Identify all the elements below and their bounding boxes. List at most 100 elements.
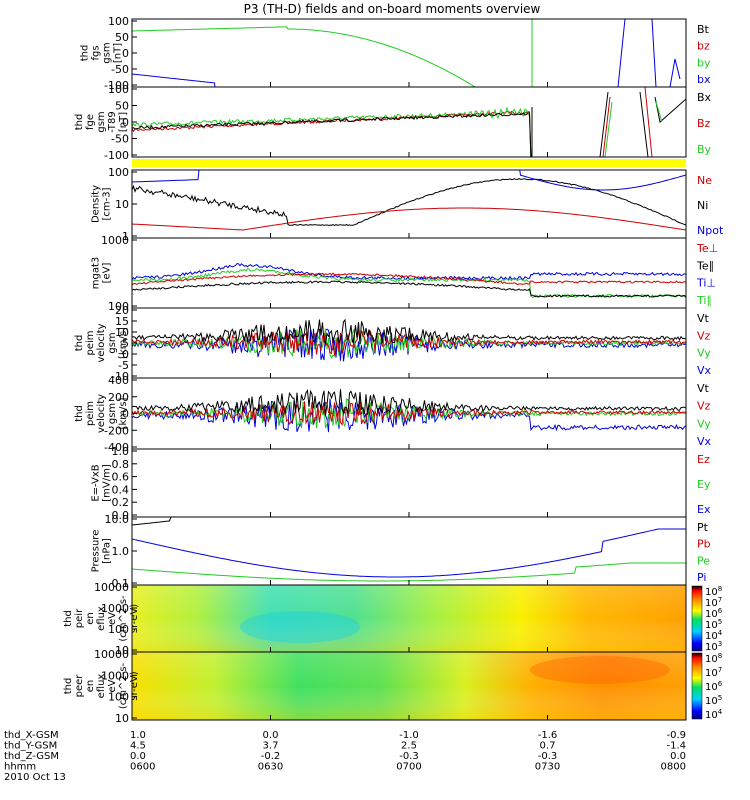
panel-2: 100 50 0 -50 -100 thd fge gsm -T89 [nT] Bx Bz By xyxy=(74,83,712,162)
xaxis-value: 0600 xyxy=(130,762,155,773)
ytick-label: 20 xyxy=(115,304,129,317)
ytick-label: 15 xyxy=(115,315,129,328)
xaxis-value: -1.0 xyxy=(399,730,419,741)
panel-ylabel: (cm^2-s- xyxy=(118,595,129,642)
legend-Vt: Vt xyxy=(697,382,710,395)
xaxis-row-label: hhmm xyxy=(4,762,36,773)
ytick-label: 10000 xyxy=(94,648,129,661)
series-Pt xyxy=(132,517,686,526)
legend-Pi: Pi xyxy=(697,571,706,584)
panel-ylabel: en xyxy=(85,680,96,693)
xaxis-value: 3.7 xyxy=(263,741,279,752)
legend-Ey: Ey xyxy=(697,478,711,491)
colorbar-tick: 107 xyxy=(705,596,722,609)
ytick-label: 0.6 xyxy=(112,471,130,484)
panel-4: 1000 100 mgat3 [eV] Te⊥ Te∥ Ti⊥ Ti∥ xyxy=(91,234,719,313)
xaxis-row-label: thd_X-GSM xyxy=(4,730,59,741)
colorbar-tick: 106 xyxy=(705,680,723,693)
ytick-label: 10.0 xyxy=(105,513,130,526)
ytick-label: -100 xyxy=(104,149,129,162)
ytick-label: -200 xyxy=(104,424,129,437)
ytick-label: 0.0 xyxy=(112,509,130,522)
ytick-label: 50 xyxy=(115,31,129,44)
panel-ylabel: peim xyxy=(85,401,96,426)
panel-8: 10.0 1.0 0.1 Pressure [nPa] Pt Pb Pe Pi xyxy=(91,513,711,590)
legend-by: by xyxy=(697,56,711,69)
xaxis-value: 2.5 xyxy=(401,741,417,752)
ytick-label: 0.4 xyxy=(112,483,130,496)
xaxis-value: -1.6 xyxy=(538,730,558,741)
panel-ylabel: velocity xyxy=(96,323,107,362)
panel-ylabel: peim xyxy=(85,330,96,355)
panel-ylabel: E=-VxB xyxy=(91,464,102,501)
ytick-label: 10 xyxy=(115,326,129,339)
legend-Bx: Bx xyxy=(697,91,712,104)
ytick-label: 0.2 xyxy=(112,496,130,509)
xaxis-value: 0700 xyxy=(396,762,421,773)
legend-Pt: Pt xyxy=(697,521,709,534)
legend-Ni: Ni xyxy=(697,199,708,212)
panel-3-plot xyxy=(132,170,686,231)
panel-ylabel: velocity xyxy=(96,394,107,433)
spectrogram-1-core xyxy=(240,611,360,643)
panel-ylabel: thd xyxy=(74,405,85,422)
legend-bz: bz xyxy=(697,40,710,53)
legend-bx: bx xyxy=(697,73,711,86)
panel-ylabel: eflux xyxy=(96,674,107,699)
ytick-label: 100 xyxy=(108,623,129,636)
legend-Bz: Bz xyxy=(697,117,711,130)
panel-ylabel: Pressure xyxy=(91,530,102,573)
ytick-label: 1.0 xyxy=(112,445,130,458)
series-Ni xyxy=(132,178,686,227)
legend-Vx: Vx xyxy=(697,364,712,377)
series-Ti-perp xyxy=(132,263,686,281)
x-axis-table: thd_X-GSM 1.0 0.0 -1.0 -1.6 -0.9 thd_Y-GSM 4.5 3… xyxy=(4,82,687,783)
panel-ylabel: [eV] xyxy=(102,263,113,284)
series-Vt xyxy=(132,389,686,416)
colorbar-tick: 107 xyxy=(705,666,722,679)
series-Pe xyxy=(132,562,686,582)
panel-2-frame xyxy=(131,86,687,158)
panel-ylabel: thd xyxy=(74,335,85,352)
legend-Te∥: Te∥ xyxy=(696,259,714,272)
ytick-label: 1000 xyxy=(101,602,129,615)
panel-1: 100 50 0 -50 -100 thd fgs gsm [nT] Bt bz by bx xyxy=(80,15,711,92)
xaxis-value: 4.5 xyxy=(130,741,146,752)
colorbar-tick: 104 xyxy=(705,629,723,642)
xaxis-row-label: thd_Z-GSM xyxy=(4,751,59,762)
xaxis-value: 0.0 xyxy=(130,751,146,762)
panel-ylabel: thd xyxy=(74,114,85,131)
ytick-label: -100 xyxy=(104,79,129,92)
panel-ylabel: fge xyxy=(85,114,96,130)
ytick-label: -50 xyxy=(111,133,129,146)
panel-ylabel: peir xyxy=(74,608,85,628)
ytick-label: 10000 xyxy=(94,581,129,594)
panel-7: 1.00.80.60.40.20.0 E=-VxB [mV/m] Ez Ey Ex xyxy=(91,445,711,522)
panel-ylabel: [nPa] xyxy=(102,538,113,564)
spectrogram-2-shade xyxy=(132,652,686,720)
ytick-label: 100 xyxy=(108,691,129,704)
ytick-label: 50 xyxy=(115,100,129,113)
panel-ylabel: [km/s] xyxy=(118,397,129,429)
ytick-label: -400 xyxy=(104,441,129,454)
ytick-label: 0 xyxy=(122,348,129,361)
xaxis-value: 0800 xyxy=(661,762,686,773)
ytick-label: -50 xyxy=(111,63,129,76)
xaxis-value: 0630 xyxy=(258,762,283,773)
panel-10: 10000 1000 100 10 thd peer en eflux eV (cm^2-s-sr… xyxy=(63,648,723,725)
colorbar-tick: 103 xyxy=(705,640,722,653)
series-Vx xyxy=(132,398,686,433)
ytick-label: 1000 xyxy=(101,669,129,682)
colorbar-tick: 106 xyxy=(705,607,723,620)
panel-3: 100 10 1 Density [cm-3] Ne Ni Npot xyxy=(91,166,724,243)
panel-ylabel: [nT] xyxy=(113,43,124,63)
series-Vt xyxy=(132,318,686,345)
colorbar xyxy=(691,652,703,720)
panel-ylabel: sr-eV) xyxy=(129,671,140,700)
series-Pi xyxy=(132,528,686,578)
legend-Vy: Vy xyxy=(697,347,711,360)
series-Ne xyxy=(132,207,686,231)
colorbar xyxy=(691,585,703,652)
legend-Vz: Vz xyxy=(697,329,711,342)
